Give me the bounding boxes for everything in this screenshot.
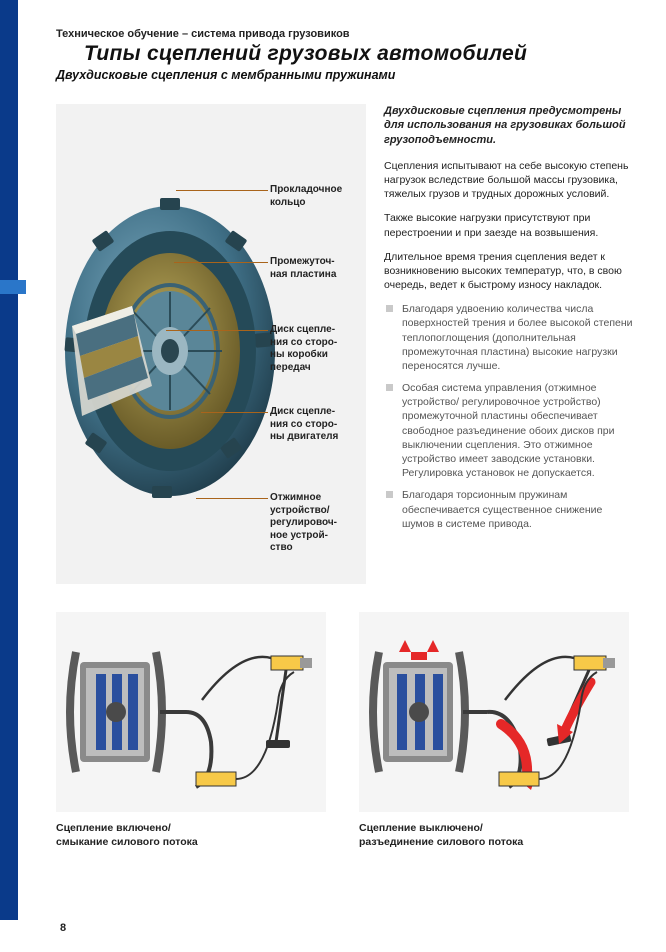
page-content: Техническое обучение – система привода г… xyxy=(18,0,666,952)
diagram-engaged-figure xyxy=(56,612,326,812)
callout-label: Диск сцепле-ния со сторо-ны коробкиперед… xyxy=(270,324,365,374)
bottom-diagram-row: Сцепление включено/смыкание силового пот… xyxy=(56,612,636,849)
paragraph-2: Также высокие нагрузки присутствуют при … xyxy=(384,211,636,239)
page-title: Типы сцеплений грузовых автомобилей xyxy=(84,42,636,66)
bullet-list: Благодаря удвоению количества числа пове… xyxy=(384,302,636,531)
callout-label: Промежуточ-ная пластина xyxy=(270,256,365,281)
clutch-illustration xyxy=(62,186,292,506)
pretitle: Техническое обучение – система привода г… xyxy=(56,28,636,40)
callout-line xyxy=(176,190,268,191)
paragraph-3: Длительное время трения сцепления ведет … xyxy=(384,250,636,293)
diagram-disengaged: Сцепление выключено/разъединение силовог… xyxy=(359,612,636,849)
callout-line xyxy=(166,330,268,331)
callout-line xyxy=(196,498,268,499)
callout-line xyxy=(201,412,268,413)
lead-paragraph: Двухдисковые сцепления предусмотрены для… xyxy=(384,104,636,147)
diagram-engaged-caption: Сцепление включено/смыкание силового пот… xyxy=(56,822,333,849)
clutch-figure: Прокладочноекольцо Промежуточ-ная пластин… xyxy=(56,104,366,584)
diagram-engaged: Сцепление включено/смыкание силового пот… xyxy=(56,612,333,849)
diagram-disengaged-figure xyxy=(359,612,629,812)
main-row: Прокладочноекольцо Промежуточ-ная пластин… xyxy=(56,104,636,584)
bullet-item: Благодаря торсионным пружинам обеспечива… xyxy=(384,488,636,531)
callout-line xyxy=(174,262,268,263)
page-side-bar xyxy=(0,0,18,920)
callout-label: Прокладочноекольцо xyxy=(270,184,365,209)
text-column: Двухдисковые сцепления предусмотрены для… xyxy=(384,104,636,584)
paragraph-1: Сцепления испытывают на себе высокую сте… xyxy=(384,159,636,202)
bullet-item: Особая система управления (отжимное устр… xyxy=(384,381,636,480)
bullet-item: Благодаря удвоению количества числа пове… xyxy=(384,302,636,373)
callout-label: Отжимноеустройство/регулировоч-ное устро… xyxy=(270,492,365,555)
page-subtitle: Двухдисковые сцепления с мембранными пру… xyxy=(56,68,636,82)
page-number: 8 xyxy=(60,922,66,934)
callout-label: Диск сцепле-ния со сторо-ны двигателя xyxy=(270,406,365,444)
diagram-disengaged-caption: Сцепление выключено/разъединение силовог… xyxy=(359,822,636,849)
